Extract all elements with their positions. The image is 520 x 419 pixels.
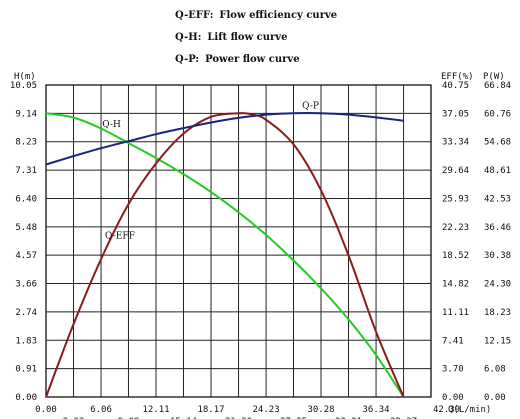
grid: [45, 84, 432, 398]
h-tick-label: 10.05: [10, 81, 37, 91]
p-tick-label: 6.08: [484, 365, 506, 375]
eff-tick-label: 7.41: [442, 336, 464, 346]
h-tick-label: 3.66: [15, 280, 37, 290]
legend: Q-EFF: Flow efficiency curve Q-H: Lift flo…: [175, 10, 337, 65]
x-tick-label: 27.25: [280, 417, 307, 419]
legend-item-q-eff: Q-EFF: Flow efficiency curve: [175, 10, 337, 21]
x-tick-label: 24.23: [253, 405, 280, 415]
curve-q-p: [45, 112, 404, 166]
eff-tick-label: 11.11: [442, 308, 469, 318]
x-tick-label: 21.20: [225, 417, 252, 419]
p-tick-label: 66.84: [484, 81, 511, 91]
x-tick-label: 30.28: [307, 405, 334, 415]
p-tick-label: 30.38: [484, 251, 511, 261]
eff-tick-label: 33.34: [442, 138, 469, 148]
h-tick-label: 2.74: [15, 308, 37, 318]
x-tick-label: 3.03: [63, 417, 85, 419]
eff-tick-label: 14.82: [442, 280, 469, 290]
eff-tick-label: 22.23: [442, 223, 469, 233]
x-tick-label: 15.14: [170, 417, 197, 419]
x-tick-label: 33.31: [335, 417, 362, 419]
tick-labels: 0.00 0.91 1.83 2.74 3.66 4.57 5.48 6.40 7.31 8.23…: [10, 81, 511, 419]
eff-axis-title: EFF(%): [441, 72, 474, 82]
p-tick-label: 24.30: [484, 280, 511, 290]
plot-frame: [45, 84, 432, 398]
x-tick-label: 12.11: [142, 405, 169, 415]
eff-tick-label: 25.93: [442, 194, 469, 204]
legend-item-q-h: Q-H: Lift flow curve: [175, 32, 287, 43]
p-tick-label: 0.00: [484, 393, 506, 403]
h-tick-label: 0.91: [15, 365, 37, 375]
x-tick-label: 36.34: [363, 405, 390, 415]
h-tick-label: 1.83: [15, 336, 37, 346]
curve-label-q-eff: Q-EFF: [105, 232, 135, 242]
h-tick-label: 6.40: [15, 194, 37, 204]
p-tick-label: 54.68: [484, 138, 511, 148]
legend-item-q-p: Q-P: Power flow curve: [175, 54, 300, 65]
curve-labels: Q-H Q-EFF Q-P: [102, 101, 319, 241]
eff-tick-label: 18.52: [442, 251, 469, 261]
eff-tick-label: 40.75: [442, 81, 469, 91]
h-tick-label: 9.14: [15, 109, 37, 119]
h-tick-label: 5.48: [15, 223, 37, 233]
curves: [45, 112, 405, 398]
p-axis-title: P(W): [483, 72, 505, 82]
curve-label-q-h: Q-H: [102, 120, 121, 130]
p-tick-label: 48.61: [484, 166, 511, 176]
p-tick-label: 18.23: [484, 308, 511, 318]
h-tick-label: 8.23: [15, 138, 37, 148]
p-tick-label: 42.53: [484, 194, 511, 204]
h-axis-title: H(m): [14, 72, 36, 82]
curve-q-h: [45, 112, 405, 398]
h-tick-label: 0.00: [15, 393, 37, 403]
h-tick-label: 4.57: [15, 251, 37, 261]
eff-tick-label: 0.00: [442, 393, 464, 403]
curve-q-eff: [45, 112, 405, 398]
x-axis-title: Q(L/min): [448, 405, 491, 415]
x-tick-label: 6.06: [90, 405, 112, 415]
x-tick-label: 42.39: [433, 405, 460, 415]
x-tick-label: 0.00: [35, 405, 57, 415]
h-tick-label: 7.31: [15, 166, 37, 176]
curve-label-q-p: Q-P: [302, 101, 319, 111]
x-tick-label: 18.17: [197, 405, 224, 415]
eff-tick-label: 37.05: [442, 109, 469, 119]
p-tick-label: 12.15: [484, 336, 511, 346]
x-tick-label: 9.08: [118, 417, 140, 419]
p-tick-label: 36.46: [484, 223, 511, 233]
x-tick-label: 39.37: [390, 417, 417, 419]
eff-tick-label: 29.64: [442, 166, 469, 176]
p-tick-label: 60.76: [484, 109, 511, 119]
eff-tick-label: 3.70: [442, 365, 464, 375]
